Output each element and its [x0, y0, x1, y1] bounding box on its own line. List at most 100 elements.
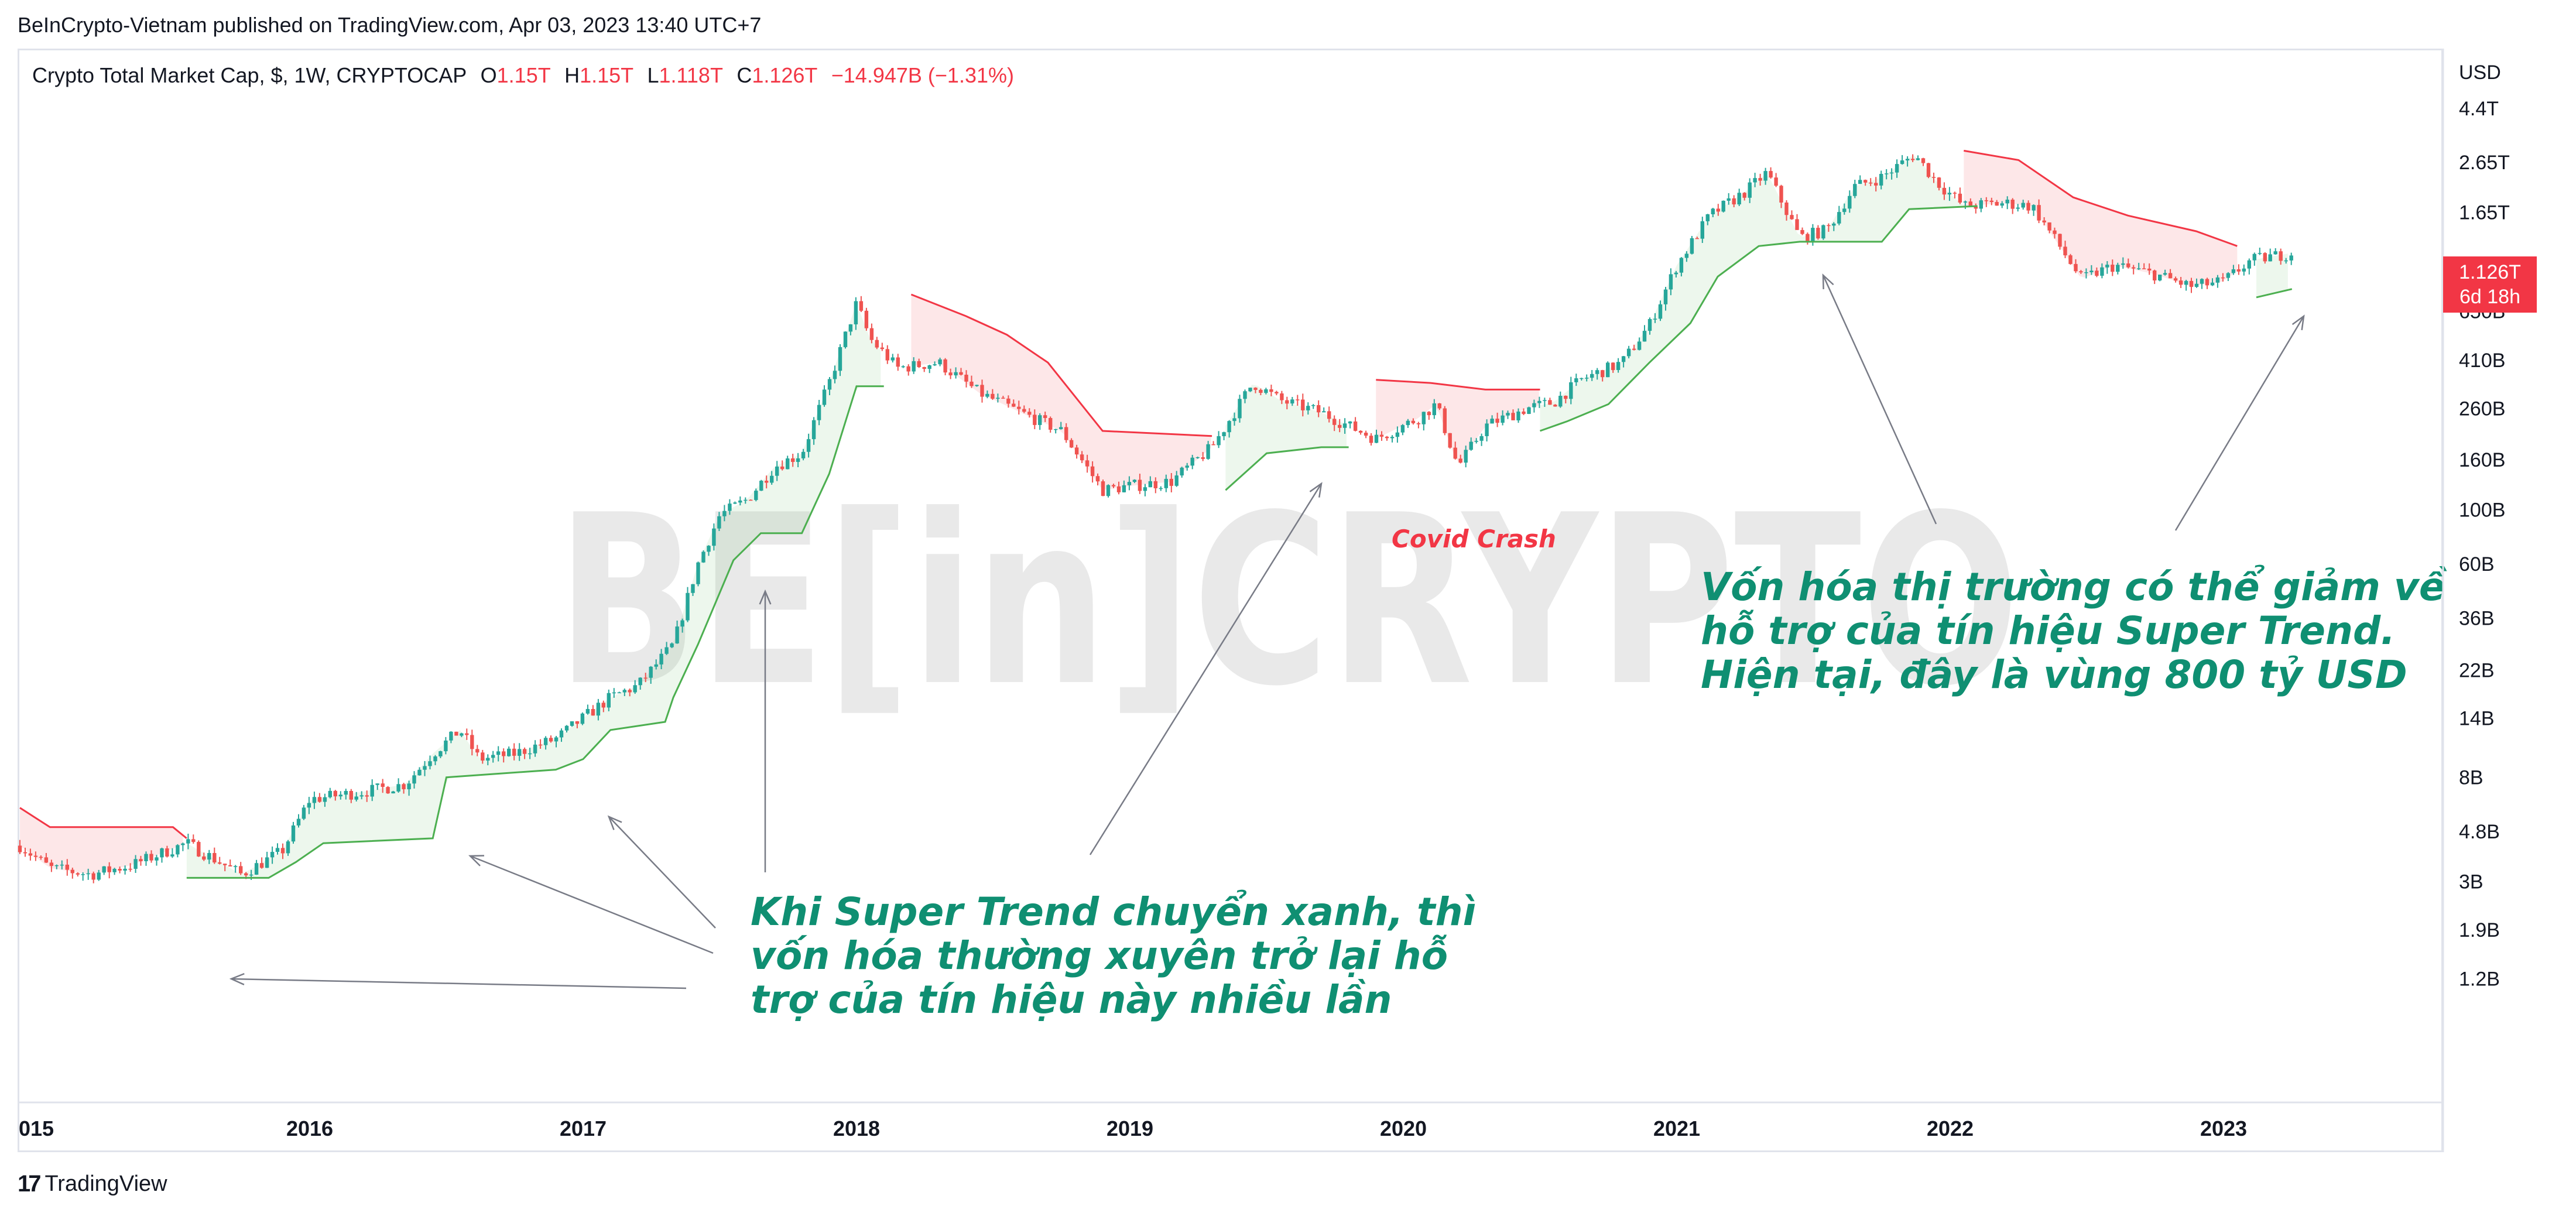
candle-body: [2010, 200, 2015, 209]
candle-body: [2037, 205, 2041, 221]
price-tick-label: 4.8B: [2459, 821, 2500, 843]
candle-body: [975, 385, 979, 386]
supertrend-up-fill: [186, 309, 881, 878]
candle-body: [2089, 270, 2094, 272]
candle-body: [1511, 413, 1515, 420]
candle-body: [2231, 269, 2236, 273]
candle-body: [1784, 202, 1789, 215]
candle-body: [1306, 406, 1310, 410]
candle-body: [2273, 251, 2277, 255]
symbol-legend[interactable]: Crypto Total Market Cap, $, 1W, CRYPTOCA…: [32, 63, 1014, 88]
supertrend-down-line: [1964, 149, 2238, 247]
candle-body: [1931, 177, 1936, 178]
candle-body: [686, 592, 690, 621]
price-axis[interactable]: 4.4T2.65T1.65T650B410B260B160B100B60B36B…: [2459, 98, 2510, 990]
price-axis-currency: USD: [2459, 61, 2501, 84]
candle-body: [1705, 214, 1710, 221]
candle-body: [617, 692, 621, 694]
annotation-arrow-line: [470, 855, 714, 954]
candle-body: [2005, 200, 2009, 204]
candle-body: [1159, 488, 1163, 489]
candle-body: [1195, 457, 1200, 458]
legend-close-label: C: [737, 63, 752, 87]
candle-body: [1606, 362, 1610, 378]
candle-body: [786, 458, 790, 470]
candle-body: [2153, 270, 2157, 280]
candle-body: [1385, 436, 1389, 439]
candle-body: [765, 481, 769, 483]
legend-low-label: L: [647, 63, 659, 87]
candle-body: [2121, 263, 2125, 265]
candle-body: [1916, 158, 1920, 160]
candle-body: [2258, 253, 2262, 254]
candle-body: [811, 420, 816, 440]
candle-body: [712, 528, 716, 546]
candle-body: [1889, 172, 1894, 174]
candle-body: [954, 372, 958, 376]
candle-body: [848, 324, 853, 332]
candle-body: [91, 873, 95, 880]
candle-body: [1858, 180, 1862, 184]
candle-body: [2100, 267, 2104, 276]
candle-body: [1842, 208, 1847, 213]
candle-body: [433, 756, 437, 762]
candle-body: [1327, 411, 1331, 419]
time-tick-label: 2017: [560, 1116, 607, 1140]
candle-body: [880, 347, 884, 350]
candle-body: [838, 347, 842, 371]
candle-body: [2026, 203, 2030, 211]
candle-body: [2084, 272, 2088, 273]
publish-info: BeInCrypto-Vietnam published on TradingV…: [18, 13, 762, 37]
time-tick-label: 2016: [286, 1116, 333, 1140]
candle-body: [1101, 481, 1105, 496]
footer[interactable]: 17 TradingView: [18, 1171, 167, 1197]
candle-body: [1280, 393, 1284, 400]
candle-body: [1905, 159, 1910, 160]
candle-body: [265, 857, 269, 868]
candle-body: [1064, 427, 1068, 440]
candle-body: [144, 854, 148, 861]
candle-body: [2016, 207, 2020, 209]
candle-body: [1400, 425, 1405, 433]
supertrend-up-fill: [2256, 254, 2288, 297]
candle-body: [454, 731, 458, 736]
candle-body: [1116, 486, 1121, 492]
candle-body: [296, 818, 301, 825]
candle-body: [491, 755, 495, 758]
candle-body: [1059, 427, 1063, 429]
candle-body: [1548, 400, 1552, 405]
candle-body: [938, 359, 942, 365]
candle-body: [959, 372, 963, 375]
candle-body: [1674, 272, 1678, 275]
candle-body: [338, 794, 342, 797]
candle-body: [1963, 201, 1968, 203]
candle-body: [2194, 283, 2199, 287]
candle-body: [349, 791, 353, 800]
candle-body: [1516, 411, 1520, 420]
candle-body: [585, 709, 590, 714]
candle-body: [890, 357, 895, 361]
candle-body: [1700, 221, 1704, 239]
candle-body: [1132, 479, 1137, 482]
candle-body: [1485, 423, 1489, 436]
candle-body: [770, 475, 774, 483]
candle-body: [964, 375, 968, 382]
candle-body: [1164, 478, 1168, 488]
candle-body: [1464, 450, 1468, 463]
candle-body: [86, 873, 90, 875]
candle-body: [1495, 419, 1499, 423]
candle-body: [1322, 411, 1326, 413]
candle-body: [1642, 331, 1647, 342]
candle-body: [54, 865, 59, 866]
candle-body: [1900, 160, 1904, 165]
annotation-arrow-head: [468, 855, 485, 866]
candle-body: [1264, 389, 1268, 393]
candle-body: [901, 366, 905, 368]
candle-body: [1564, 396, 1568, 399]
candle-body: [1090, 466, 1095, 477]
candle-body: [1695, 238, 1699, 239]
candle-body: [1942, 187, 1947, 195]
candle-body: [1590, 374, 1594, 378]
time-axis[interactable]: 015 2016 2017 2018 2019 2020 2021 2022 2023: [19, 1116, 2247, 1140]
